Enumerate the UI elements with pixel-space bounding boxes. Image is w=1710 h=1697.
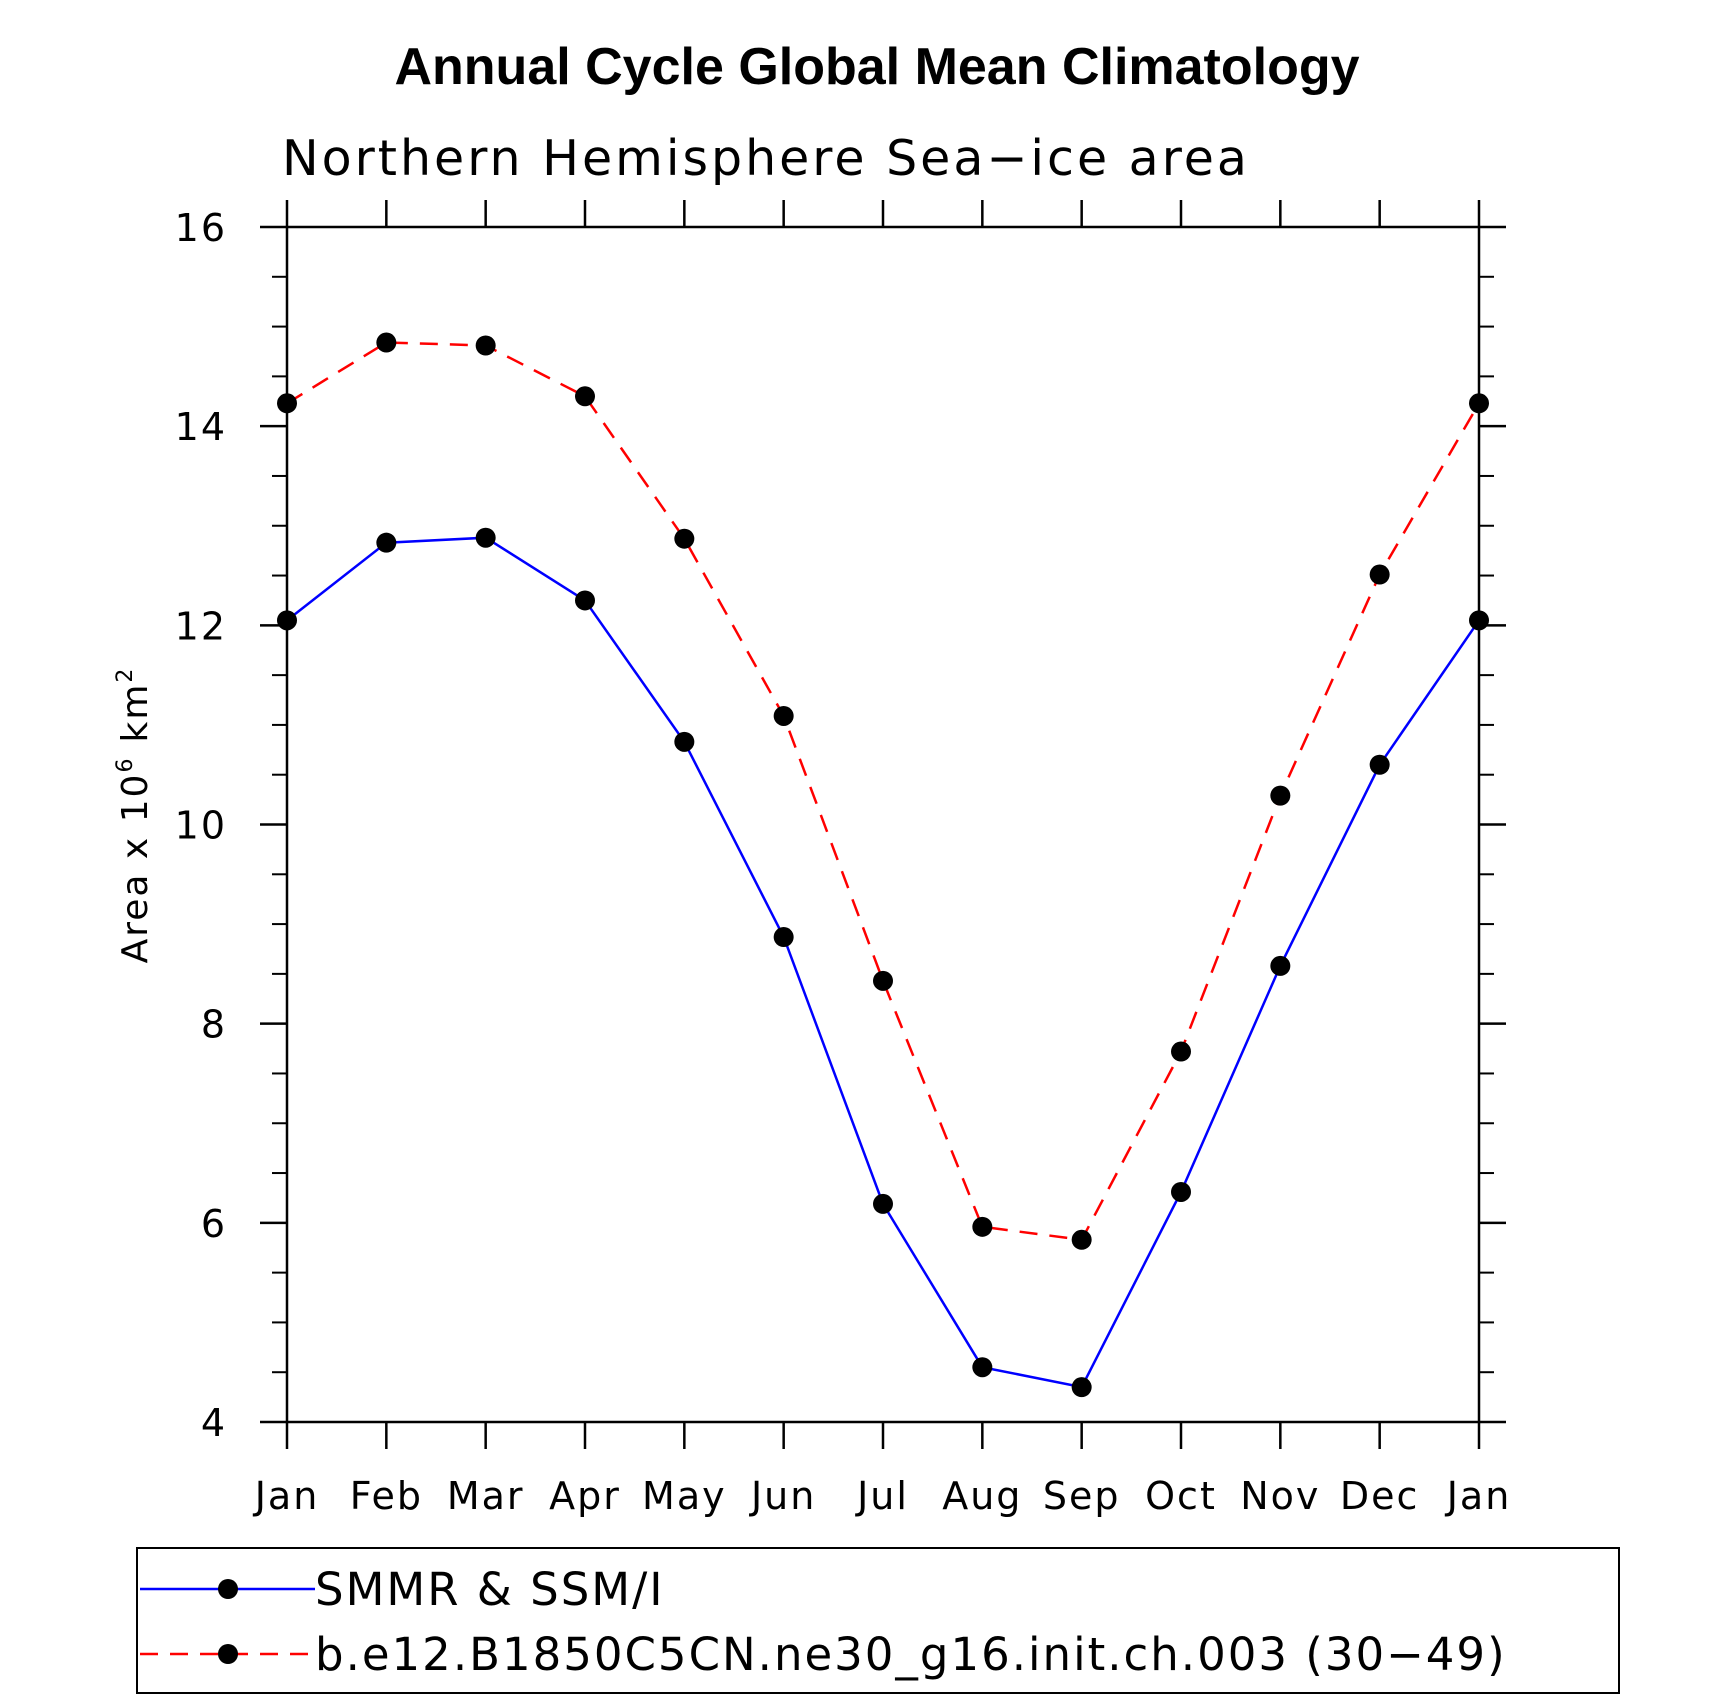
series-0-point	[1369, 754, 1390, 775]
x-tick-label: Feb	[350, 1474, 423, 1518]
series-0-point	[972, 1357, 993, 1378]
y-tick-label: 10	[175, 804, 227, 848]
x-tick-label: Jul	[855, 1474, 909, 1518]
legend-box	[136, 1547, 1620, 1694]
y-axis-label: Area x 106 km2	[113, 667, 156, 964]
series-layer	[277, 332, 1489, 1398]
y-axis-label-unit-exponent: 2	[113, 667, 138, 683]
x-tick-label: Mar	[447, 1474, 525, 1518]
y-axis-label-unit: km	[115, 683, 156, 743]
series-1-point	[376, 332, 397, 353]
y-axis-label-text: Area x 10	[115, 773, 156, 964]
svg-text:Area x 106km2: Area x 106 km2	[113, 667, 156, 964]
series-0-point	[873, 1193, 893, 1214]
y-tick-label: 14	[175, 405, 227, 449]
plot-frame	[285, 225, 1481, 1424]
series-1-point	[873, 970, 893, 991]
y-tick-label: 12	[175, 604, 227, 648]
series-1-point	[277, 393, 297, 414]
y-tick-label: 8	[201, 1003, 227, 1047]
y-axis-label-exponent: 6	[113, 757, 138, 773]
y-tick-label: 6	[201, 1202, 227, 1246]
x-tick-label: Jan	[1445, 1474, 1512, 1518]
series-1-point	[575, 386, 595, 407]
legend: SMMR & SSM/I b.e12.B1850C5CN.ne30_g16.in…	[136, 1547, 1620, 1694]
series-0-point	[1469, 610, 1489, 631]
x-tick-label: Dec	[1340, 1474, 1420, 1518]
series-1-point	[1071, 1229, 1092, 1250]
series-0-point	[575, 590, 595, 611]
y-tick-label: 4	[201, 1401, 227, 1445]
series-0-point	[277, 610, 297, 631]
series-line-0	[286, 536, 1481, 1389]
x-tick-label: Apr	[549, 1474, 621, 1518]
series-line-1	[286, 341, 1481, 1242]
series-1-point	[972, 1216, 993, 1237]
legend-label-obs: SMMR & SSM/I	[315, 1563, 665, 1616]
x-tick-label: Oct	[1145, 1474, 1217, 1518]
series-1-point	[1369, 564, 1390, 585]
series-0-point	[674, 731, 695, 752]
legend-marker-model	[218, 1644, 238, 1664]
x-tick-label: Jan	[253, 1474, 320, 1518]
y-tick-label: 16	[175, 206, 227, 250]
series-1-point	[674, 528, 695, 549]
series-0-point	[1071, 1377, 1092, 1398]
series-0-point	[1270, 955, 1291, 976]
series-1-point	[475, 335, 496, 356]
series-0-point	[376, 532, 397, 553]
series-0-point	[773, 927, 794, 948]
series-1-point	[1469, 393, 1489, 414]
series-1-point	[1171, 1041, 1191, 1062]
legend-label-model: b.e12.B1850C5CN.ne30_g16.init.ch.003 (30…	[315, 1628, 1507, 1681]
legend-marker-obs	[218, 1579, 238, 1599]
series-1-point	[1270, 785, 1291, 806]
series-1-point	[773, 705, 794, 726]
chart-subtitle: Northern Hemisphere Sea−ice area	[282, 130, 1250, 187]
series-0-point	[1171, 1181, 1191, 1202]
x-tick-label: Aug	[942, 1474, 1022, 1518]
x-tick-label: Jun	[749, 1474, 816, 1518]
x-tick-label: Nov	[1240, 1474, 1320, 1518]
x-tick-label: Sep	[1043, 1474, 1121, 1518]
x-tick-label: May	[642, 1474, 727, 1518]
axes: Jan Feb Mar Apr May Jun Jul Aug Sep Oct Nov Dec Jan 4…	[175, 200, 1512, 1518]
chart-title: Annual Cycle Global Mean Climatology	[394, 38, 1359, 96]
series-0-point	[475, 527, 496, 548]
